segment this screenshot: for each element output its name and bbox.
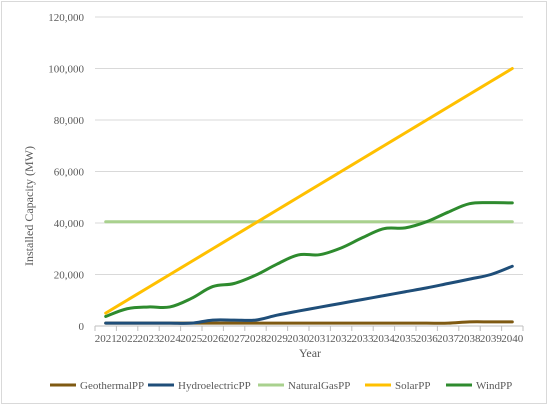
y-tick-labels: 0 20,000 40,000 60,000 80,000 100,000 120,000 [48,12,84,333]
legend-item-solarpp: SolarPP [365,380,430,392]
x-tick-label: 2026 [202,333,225,345]
series-line-hydroelectricpp [104,264,514,325]
gridlines [95,16,523,275]
x-tick-label: 2027 [223,333,246,345]
y-tick-label: 120,000 [48,12,84,24]
legend-label: GeothermalPP [80,380,144,392]
y-tick-label: 100,000 [48,64,84,76]
x-tick-label: 2038 [459,333,482,345]
legend-label: SolarPP [395,380,430,392]
x-tick-label: 2028 [245,333,268,345]
x-tick-label: 2030 [287,333,310,345]
x-tick-label: 2023 [138,333,161,345]
x-tick-label: 2029 [266,333,289,345]
series-line-windpp [104,201,514,318]
y-tick-label: 0 [79,321,85,333]
legend-label: NaturalGasPP [288,380,350,392]
legend-item-geothermalpp: GeothermalPP [50,380,144,392]
x-axis [94,325,524,331]
series-line-solarpp [104,67,514,315]
legend-label: HydroelectricPP [178,380,251,392]
x-tick-label: 2032 [330,333,352,345]
x-axis-title: Year [299,346,321,360]
y-tick-label: 60,000 [54,167,85,179]
x-tick-label: 2039 [480,333,503,345]
x-tick-label: 2033 [352,333,375,345]
y-tick-label: 80,000 [54,115,85,127]
x-tick-label: 2040 [501,333,524,345]
y-tick-label: 40,000 [54,218,85,230]
x-tick-label: 2035 [394,333,417,345]
x-tick-label: 2021 [95,333,117,345]
x-tick-label: 2031 [309,333,331,345]
x-tick-label: 2037 [437,333,460,345]
series-lines [104,67,514,325]
x-tick-labels: 2021 2022 2023 2024 2025 2026 2027 2028 2029 2030… [95,333,524,345]
x-tick-label: 2024 [159,333,182,345]
legend: GeothermalPP HydroelectricPP NaturalGasPP S… [50,380,512,392]
y-tick-label: 20,000 [54,270,85,282]
y-axis-title: Installed Capacity (MW) [22,146,36,266]
x-tick-label: 2036 [416,333,439,345]
legend-item-naturalgaspp: NaturalGasPP [258,380,350,392]
legend-item-windpp: WindPP [446,380,512,392]
x-tick-label: 2034 [373,333,396,345]
x-tick-label: 2022 [116,333,138,345]
legend-item-hydroelectricpp: HydroelectricPP [148,380,251,392]
legend-label: WindPP [476,380,512,392]
x-tick-label: 2025 [180,333,203,345]
